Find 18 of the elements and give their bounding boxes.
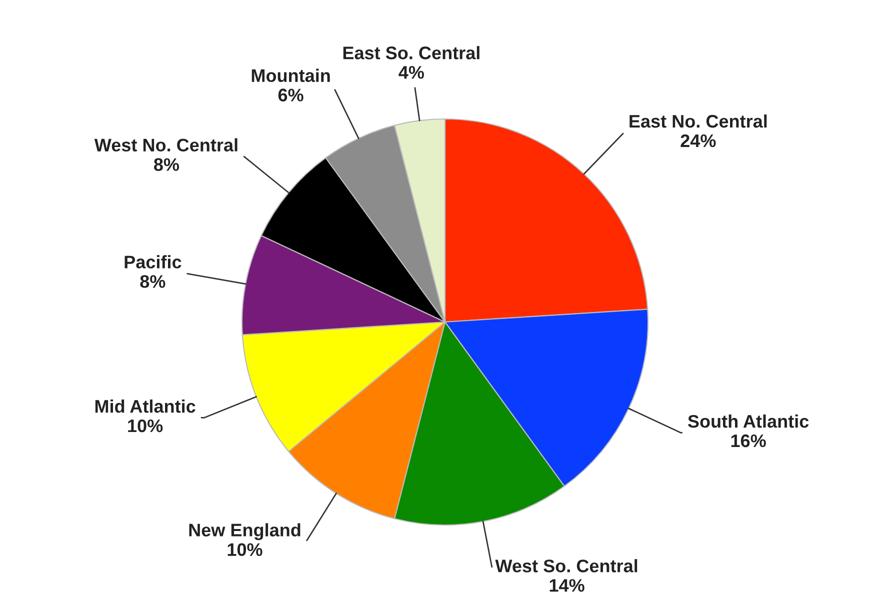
data-label: 24% [680,134,716,148]
slice-label: East No. Central [630,114,767,128]
data-label: 14% [550,579,584,592]
slice-label: New England [189,523,300,540]
data-label: 8% [140,275,166,288]
data-label: 10% [128,419,163,432]
slice-label: Pacific [124,255,182,268]
slice-label: West So. Central [495,559,638,572]
data-label: 6% [278,88,304,102]
data-label: 16% [731,434,766,448]
data-label: 10% [228,543,262,556]
slice-label: Mid Atlantic [95,400,196,413]
data-label: 4% [398,66,424,79]
data-label: 8% [154,158,180,171]
slice-label: East So. Central [343,46,480,60]
slice-label: West No. Central [94,138,238,152]
slice-label: Mountain [252,68,330,82]
slice-label: South Atlantic [688,414,809,428]
